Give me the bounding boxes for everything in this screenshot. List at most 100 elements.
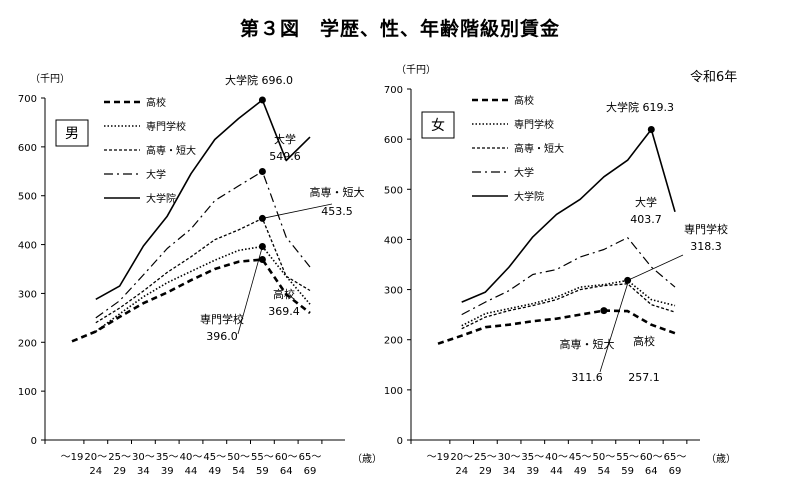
- x-tick-label: 50～: [593, 452, 616, 463]
- x-tick-label: 35～: [521, 452, 544, 463]
- legend-label: 高専・短大: [146, 144, 196, 157]
- annotation-label: 大学: [635, 195, 657, 209]
- era-note: 令和6年: [690, 70, 738, 85]
- x-tick-label: 54: [598, 466, 611, 477]
- y-tick-label: 300: [384, 286, 403, 297]
- annotation-label: 大学: [274, 132, 296, 146]
- x-tick-label: 25～: [474, 452, 497, 463]
- series-line: [461, 279, 676, 327]
- series-line: [95, 245, 311, 333]
- y-tick-label: 500: [384, 185, 403, 196]
- leader-line: [237, 246, 263, 335]
- x-tick-label: 59: [256, 466, 269, 477]
- panel-label-box: [421, 111, 455, 139]
- legend-label: 専門学校: [146, 120, 186, 133]
- x-tick-label: 45～: [569, 452, 592, 463]
- x-tick-label: 60～: [640, 452, 663, 463]
- peak-marker: [258, 96, 266, 104]
- female-panel: 0 100 200 300 400 500 600 700 （千円） ～19 20～ 24 25～ 29 3…: [384, 64, 736, 477]
- x-tick-label: 50～: [227, 452, 250, 463]
- x-tick-label: 55～: [251, 452, 274, 463]
- x-tick-label: 20～: [84, 452, 107, 463]
- x-tick-label: 39: [161, 466, 174, 477]
- panel-label: 男: [65, 126, 79, 142]
- series-line: [95, 170, 311, 319]
- x-tick-label: ～19: [61, 452, 84, 463]
- x-tick-label: 65～: [299, 452, 322, 463]
- x-tick-label: 25～: [108, 452, 131, 463]
- series-line: [95, 217, 311, 324]
- y-tick-label: 600: [384, 135, 403, 146]
- x-tick-label: 34: [503, 466, 516, 477]
- leader-line: [627, 254, 684, 281]
- y-tick-label: 400: [384, 235, 403, 246]
- legend-label: 大学: [146, 168, 166, 181]
- series-line: [95, 99, 311, 300]
- leader-line: [599, 283, 628, 373]
- annotation-value: 318.3: [690, 240, 722, 253]
- x-tick-label: 59: [621, 466, 634, 477]
- series-line: [461, 283, 676, 330]
- series-line: [461, 237, 676, 316]
- y-tick-label: 500: [18, 192, 37, 203]
- x-tick-label: 39: [526, 466, 539, 477]
- y-tick-label: 0: [397, 436, 403, 447]
- x-tick-label: 30～: [132, 452, 155, 463]
- peak-marker: [258, 256, 266, 264]
- peak-marker: [258, 167, 266, 175]
- x-tick-label: 30～: [498, 452, 521, 463]
- x-tick-label: 49: [574, 466, 587, 477]
- y-tick-label: 600: [18, 143, 37, 154]
- peak-marker: [647, 125, 655, 133]
- x-tick-label: 69: [669, 466, 682, 477]
- figure-title: 第３図 学歴、性、年齢階級別賃金: [239, 18, 560, 40]
- legend-label: 高校: [146, 96, 166, 109]
- y-tick-label: 100: [18, 387, 37, 398]
- annotation-label: 高専・短大: [310, 185, 365, 199]
- x-tick-label: 55～: [616, 452, 639, 463]
- x-tick-label: 24: [455, 466, 468, 477]
- x-tick-label: 64: [280, 466, 293, 477]
- x-tick-label: 29: [479, 466, 492, 477]
- x-tick-label: 20～: [450, 452, 473, 463]
- x-tick-label: 44: [550, 466, 563, 477]
- series-line: [437, 309, 676, 345]
- legend-label: 大学院: [146, 192, 176, 205]
- y-tick-label: 400: [18, 241, 37, 252]
- annotation-label: 大学院 619.3: [606, 100, 674, 114]
- x-tick-label: 45～: [203, 452, 226, 463]
- annotation-value: 396.0: [206, 330, 238, 343]
- x-tick-label: 35～: [156, 452, 179, 463]
- x-tick-label: 40～: [180, 452, 203, 463]
- x-unit-label: （歳）: [352, 453, 382, 465]
- annotation-label: 専門学校: [200, 312, 244, 326]
- y-unit-label: （千円）: [396, 64, 436, 76]
- annotation-value: 311.6: [571, 371, 603, 384]
- y-tick-label: 200: [18, 338, 37, 349]
- annotation-label: 専門学校: [684, 222, 728, 236]
- legend-label: 専門学校: [514, 118, 554, 131]
- legend-label: 高校: [514, 94, 534, 107]
- annotation-label: 高専・短大: [560, 337, 615, 351]
- y-tick-label: 700: [18, 94, 37, 105]
- annotation-value: 549.6: [269, 150, 301, 163]
- x-tick-label: 49: [208, 466, 221, 477]
- annotation-label: 高校: [273, 287, 295, 301]
- y-tick-label: 100: [384, 386, 403, 397]
- x-tick-label: 69: [304, 466, 317, 477]
- x-tick-label: 54: [232, 466, 245, 477]
- x-tick-label: 60～: [275, 452, 298, 463]
- x-tick-label: 24: [89, 466, 102, 477]
- y-tick-label: 200: [384, 336, 403, 347]
- legend-label: 大学: [514, 166, 534, 179]
- legend-label: 高専・短大: [514, 142, 564, 155]
- x-tick-label: 44: [185, 466, 198, 477]
- annotation-label: 高校: [633, 334, 655, 348]
- annotation-value: 453.5: [321, 205, 353, 218]
- x-unit-label: （歳）: [706, 453, 736, 465]
- annotation-label: 大学院 696.0: [225, 73, 293, 87]
- x-tick-label: 29: [113, 466, 126, 477]
- annotation-value: 369.4: [268, 305, 300, 318]
- y-tick-label: 300: [18, 289, 37, 300]
